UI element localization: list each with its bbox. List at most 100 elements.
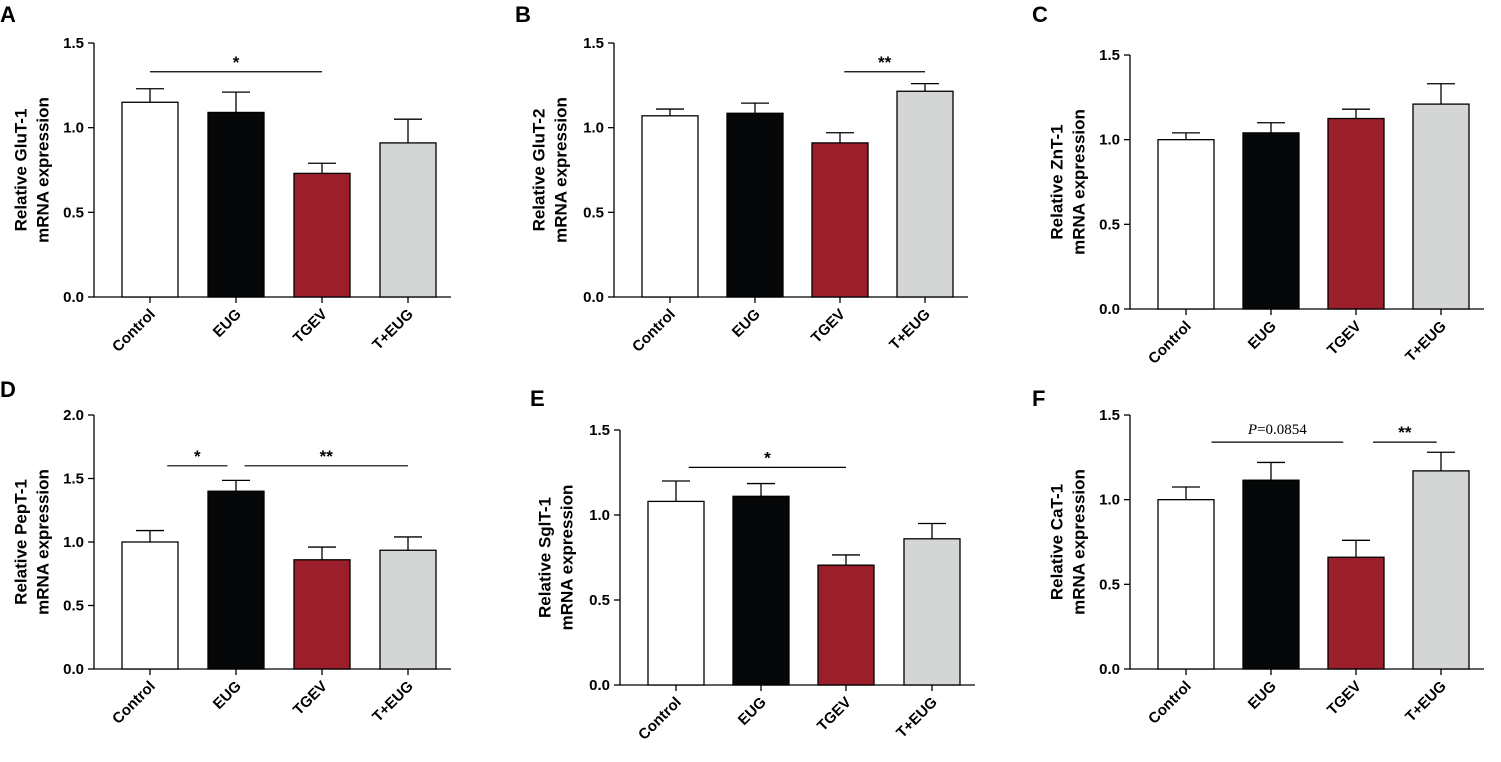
y-tick-label-d-4: 2.0 bbox=[63, 407, 84, 424]
x-tick-label-f-3: T+EUG bbox=[1402, 678, 1450, 726]
x-tick-label-d-0: Control bbox=[109, 678, 159, 728]
x-tick-label-f-0: Control bbox=[1145, 678, 1195, 728]
x-tick-label-e-0: Control bbox=[635, 694, 685, 744]
panel-c: C Relative ZnT-1 mRNA expression 0.0 0.5 1.0 1… bbox=[1032, 2, 1484, 368]
y-tick-label-e-0: 0.0 bbox=[589, 677, 610, 694]
y-tick-label-d-2: 1.0 bbox=[63, 534, 84, 551]
bar-d-tgev bbox=[293, 559, 351, 670]
y-axis-label-line-2-f: mRNA expression bbox=[1069, 469, 1088, 615]
significance-label-d-1: ** bbox=[320, 447, 334, 466]
y-axis-label-line-2-c: mRNA expression bbox=[1069, 109, 1088, 255]
y-axis-label-line-2-b: mRNA expression bbox=[551, 97, 570, 243]
panel-letter-e: E bbox=[530, 386, 545, 411]
x-tick-label-b-1: EUG bbox=[729, 306, 764, 341]
x-tick-label-d-3: T+EUG bbox=[369, 678, 417, 726]
y-tick-label-e-3: 1.5 bbox=[589, 422, 610, 439]
significance-label-f-1: ** bbox=[1398, 423, 1412, 442]
y-tick-label-b-1: 0.5 bbox=[583, 204, 604, 221]
y-tick-label-a-2: 1.0 bbox=[63, 120, 84, 137]
bar-f-tgev bbox=[1327, 556, 1385, 670]
y-axis-label-line-1-e: Relative SglT-1 bbox=[535, 497, 554, 618]
y-tick-label-c-0: 0.0 bbox=[1099, 301, 1120, 318]
bar-b-eug bbox=[726, 112, 784, 298]
x-tick-label-d-2: TGEV bbox=[290, 678, 331, 719]
bar-a-control bbox=[121, 101, 179, 298]
bar-a-tpluseug bbox=[379, 142, 437, 298]
y-tick-label-d-1: 0.5 bbox=[63, 598, 84, 615]
bar-d-eug bbox=[207, 490, 265, 670]
panel-b: B Relative GluT-2 mRNA expression 0.0 0.5 1.0… bbox=[515, 2, 968, 356]
bar-e-control bbox=[647, 500, 705, 686]
y-tick-label-c-2: 1.0 bbox=[1099, 132, 1120, 149]
bar-e-tgev bbox=[817, 564, 875, 686]
y-tick-label-b-2: 1.0 bbox=[583, 120, 604, 137]
significance-label-f-0: P=0.0854 bbox=[1247, 422, 1307, 438]
bar-c-eug bbox=[1242, 132, 1300, 310]
significance-label-e-0: * bbox=[764, 448, 771, 467]
panel-d: D Relative PepT-1 mRNA expression 0.0 0.5 1.0… bbox=[0, 377, 451, 728]
y-tick-label-f-1: 0.5 bbox=[1099, 576, 1120, 593]
panel-e: E Relative SglT-1 mRNA expression 0.0 0.5 1.0… bbox=[530, 386, 975, 744]
bar-f-eug bbox=[1242, 479, 1300, 670]
x-tick-label-e-1: EUG bbox=[735, 694, 770, 729]
y-tick-label-b-0: 0.0 bbox=[583, 289, 604, 306]
y-axis-label-line-2-e: mRNA expression bbox=[557, 485, 576, 631]
x-tick-label-c-0: Control bbox=[1145, 318, 1195, 368]
y-tick-label-b-3: 1.5 bbox=[583, 35, 604, 52]
y-axis-label-line-1-c: Relative ZnT-1 bbox=[1047, 124, 1066, 239]
y-tick-label-a-1: 0.5 bbox=[63, 204, 84, 221]
bar-c-tpluseug bbox=[1412, 103, 1470, 310]
x-tick-label-e-2: TGEV bbox=[814, 694, 855, 735]
bar-c-control bbox=[1157, 139, 1215, 310]
x-tick-label-b-3: T+EUG bbox=[886, 306, 934, 354]
bar-b-tgev bbox=[811, 142, 869, 298]
y-tick-label-a-3: 1.5 bbox=[63, 35, 84, 52]
panel-letter-c: C bbox=[1032, 2, 1048, 27]
x-tick-label-a-0: Control bbox=[109, 306, 159, 356]
x-tick-label-c-3: T+EUG bbox=[1402, 318, 1450, 366]
x-tick-label-f-2: TGEV bbox=[1324, 678, 1365, 719]
x-tick-label-b-0: Control bbox=[629, 306, 679, 356]
significance-label-b-0: ** bbox=[878, 53, 892, 72]
y-axis-label-line-1-b: Relative GluT-2 bbox=[529, 109, 548, 232]
y-tick-label-f-2: 1.0 bbox=[1099, 492, 1120, 509]
bar-b-control bbox=[641, 115, 699, 298]
bar-d-tpluseug bbox=[379, 549, 437, 670]
y-tick-label-f-3: 1.5 bbox=[1099, 407, 1120, 424]
y-tick-label-c-1: 0.5 bbox=[1099, 216, 1120, 233]
bar-b-tpluseug bbox=[896, 90, 954, 298]
y-axis-label-line-1-d: Relative PepT-1 bbox=[11, 479, 30, 605]
significance-label-d-0: * bbox=[194, 447, 201, 466]
y-axis-label-line-2-a: mRNA expression bbox=[33, 97, 52, 243]
bar-a-tgev bbox=[293, 172, 351, 298]
panel-letter-d: D bbox=[0, 377, 16, 402]
y-tick-label-e-2: 1.0 bbox=[589, 507, 610, 524]
x-tick-label-a-1: EUG bbox=[210, 306, 245, 341]
y-axis-label-line-2-d: mRNA expression bbox=[33, 469, 52, 615]
y-axis-label-line-1-f: Relative CaT-1 bbox=[1047, 484, 1066, 600]
bar-e-tpluseug bbox=[903, 538, 961, 686]
bar-c-tgev bbox=[1327, 117, 1385, 310]
x-tick-label-e-3: T+EUG bbox=[893, 694, 941, 742]
y-tick-label-e-1: 0.5 bbox=[589, 592, 610, 609]
bar-d-control bbox=[121, 541, 179, 670]
x-tick-label-b-2: TGEV bbox=[808, 306, 849, 347]
bar-a-eug bbox=[207, 111, 265, 298]
y-tick-label-d-3: 1.5 bbox=[63, 471, 84, 488]
y-tick-label-c-3: 1.5 bbox=[1099, 47, 1120, 64]
y-tick-label-a-0: 0.0 bbox=[63, 289, 84, 306]
panel-letter-a: A bbox=[0, 2, 16, 27]
panel-letter-f: F bbox=[1032, 386, 1045, 411]
panel-f: F Relative CaT-1 mRNA expression 0.0 0.5 1.0 1… bbox=[1032, 386, 1484, 728]
x-tick-label-a-3: T+EUG bbox=[369, 306, 417, 354]
significance-label-a-0: * bbox=[233, 53, 240, 72]
panel-letter-b: B bbox=[515, 2, 531, 27]
panel-a: A Relative GluT-1 mRNA expression 0.0 0.5 1.0… bbox=[0, 2, 451, 356]
bar-e-eug bbox=[732, 495, 790, 686]
y-axis-label-line-1-a: Relative GluT-1 bbox=[11, 109, 30, 232]
bar-f-control bbox=[1157, 499, 1215, 670]
x-tick-label-c-1: EUG bbox=[1245, 318, 1280, 353]
x-tick-label-c-2: TGEV bbox=[1324, 318, 1365, 359]
y-tick-label-f-0: 0.0 bbox=[1099, 661, 1120, 678]
